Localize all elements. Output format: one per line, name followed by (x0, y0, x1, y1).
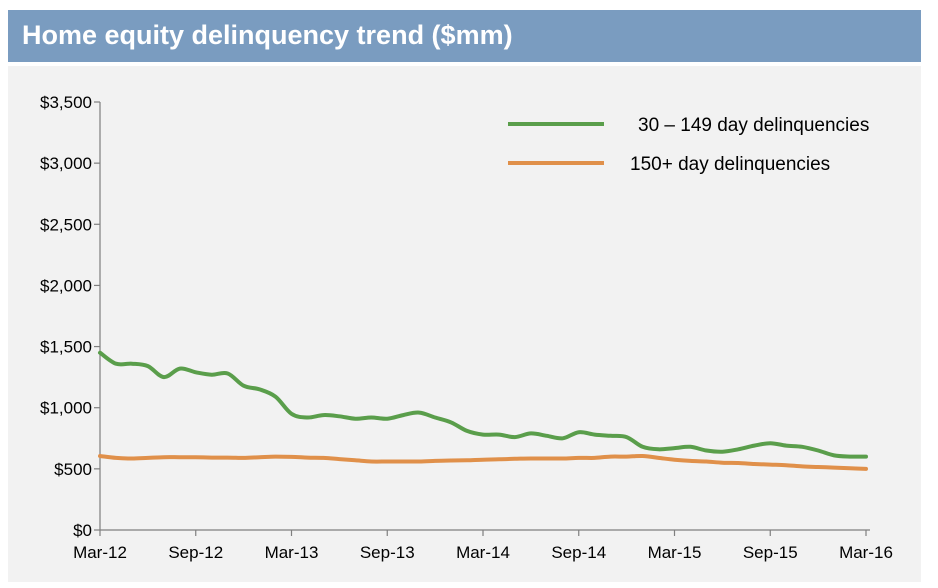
x-tick-label: Sep-14 (551, 543, 606, 562)
y-tick-label: $2,000 (40, 276, 92, 295)
x-tick-label: Sep-12 (168, 543, 223, 562)
y-tick-label: $1,500 (40, 338, 92, 357)
legend-label-2: 150+ day delinquencies (630, 154, 830, 175)
series-line-2 (98, 453, 868, 471)
chart-title: Home equity delinquency trend ($mm) (22, 20, 513, 50)
x-tick-label: Mar-13 (265, 543, 319, 562)
y-tick-label: $2,500 (40, 215, 92, 234)
chart-area: $0 $500 $1,000 $1,500 $2,000 $2,500 $3,000 $3,5… (8, 66, 921, 582)
x-tick-label: Mar-16 (839, 543, 893, 562)
title-bar: Home equity delinquency trend ($mm) (8, 10, 921, 62)
line-chart: $0 $500 $1,000 $1,500 $2,000 $2,500 $3,000 $3,5… (40, 93, 893, 562)
x-tick-label: Sep-15 (743, 543, 798, 562)
x-tick-label: Mar-12 (73, 543, 127, 562)
legend-label-1: 30 – 149 day delinquencies (638, 115, 869, 136)
x-tick-label: Mar-15 (648, 543, 702, 562)
y-tick-label: $3,000 (40, 154, 92, 173)
y-tick-label: $1,000 (40, 399, 92, 418)
y-tick-label: $0 (73, 521, 92, 540)
series-line-1 (98, 350, 868, 459)
y-tick-label: $500 (54, 460, 92, 479)
y-tick-label: $3,500 (40, 93, 92, 112)
x-tick-label: Mar-14 (456, 543, 510, 562)
x-tick-label: Sep-13 (360, 543, 415, 562)
